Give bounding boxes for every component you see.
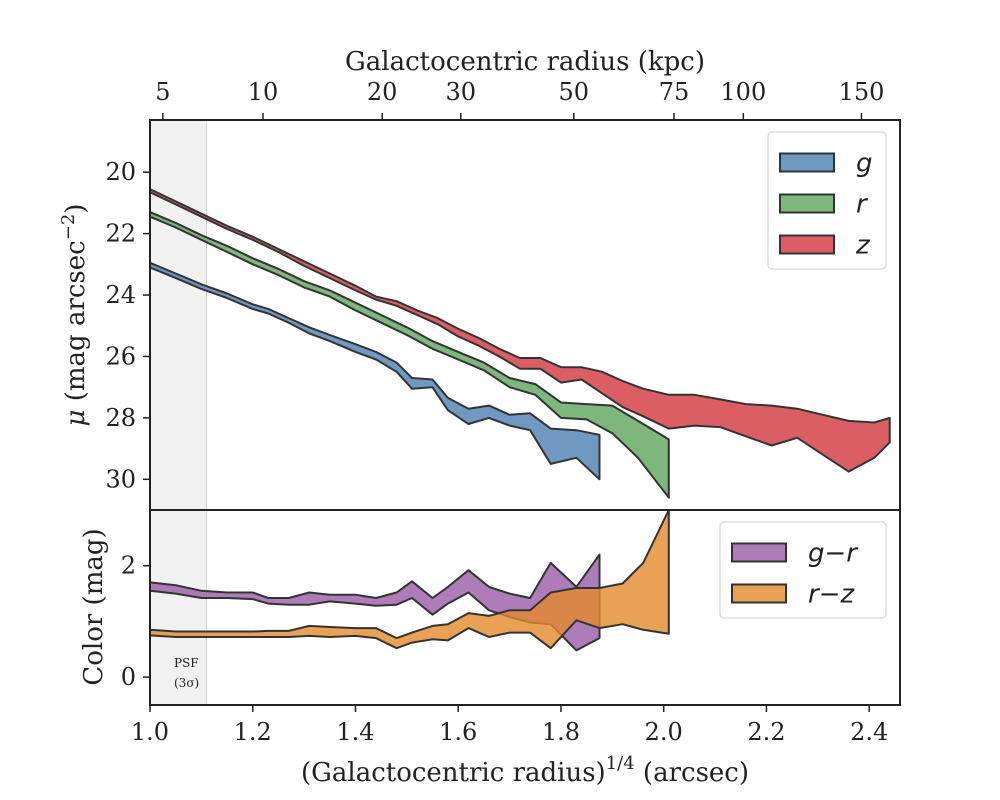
legend-label: z (855, 231, 871, 261)
y-axis-title-top: μ (mag arcsec−2) (58, 204, 91, 427)
top-axis-title: Galactocentric radius (kpc) (345, 47, 705, 77)
x-tick-label: 1.6 (439, 718, 477, 746)
top-axis-ticks: 5 10 20 30 50 75 100 150 (155, 78, 884, 120)
legend-frame (719, 521, 887, 619)
y-axis-ticks-top: 20 22 24 26 28 30 (105, 158, 150, 493)
x-axis-title: (Galactocentric radius)1/4 (arcsec) (301, 753, 749, 788)
psf-label-line2: (3σ) (174, 676, 199, 690)
legend-swatch-g (779, 152, 835, 173)
x-tick-label: 1.2 (234, 718, 272, 746)
color-bands (149, 509, 670, 652)
legend-swatch-g_minus_r (731, 542, 787, 563)
top-tick-label: 100 (720, 78, 766, 106)
y-tick-label: 0 (121, 663, 136, 691)
x-tick-label: 2.2 (747, 718, 785, 746)
top-tick-label: 50 (559, 78, 590, 106)
x-axis-ticks: 1.0 1.2 1.4 1.6 1.8 2.0 2.2 2.4 (131, 705, 888, 746)
legend-label: g (856, 149, 873, 179)
x-tick-label: 2.4 (850, 718, 888, 746)
legend-label: g−r (808, 539, 859, 569)
psf-shade-top (150, 120, 208, 510)
y-tick-label: 20 (105, 158, 136, 186)
magnitude-legend: grz (767, 131, 887, 270)
y-axis-title-bottom: Color (mag) (79, 528, 109, 685)
magnitude-bands (149, 188, 891, 499)
top-tick-label: 75 (659, 78, 690, 106)
y-tick-label: 24 (105, 281, 136, 309)
y-tick-label: 22 (105, 220, 136, 248)
legend-label: r−z (808, 580, 855, 610)
legend-swatch-z (779, 234, 835, 255)
y-tick-label: 2 (121, 552, 136, 580)
psf-region-bottom (150, 510, 207, 705)
band-g (149, 261, 601, 481)
y-axis-ticks-bottom: 02 (121, 552, 150, 691)
top-tick-label: 20 (367, 78, 398, 106)
top-tick-label: 5 (155, 78, 170, 106)
band-r_minus_z (149, 509, 670, 650)
legend-swatch-r (779, 193, 835, 214)
x-tick-label: 1.8 (542, 718, 580, 746)
x-tick-label: 1.4 (336, 718, 374, 746)
surface-brightness-panel: 20 22 24 26 28 30 5 10 20 30 50 75 100 150 grz (105, 78, 901, 511)
psf-region-top (150, 120, 207, 510)
band-z (149, 188, 891, 473)
y-tick-label: 26 (105, 342, 136, 370)
band-g_minus_r (149, 553, 601, 652)
legend-swatch-r_minus_z (731, 583, 787, 604)
x-tick-label: 1.0 (131, 718, 169, 746)
top-tick-label: 30 (446, 78, 477, 106)
legend-label: r (856, 190, 869, 220)
psf-label-line1: PSF (174, 656, 199, 670)
y-tick-label: 28 (105, 404, 136, 432)
y-tick-label: 30 (105, 465, 136, 493)
top-tick-label: 10 (248, 78, 279, 106)
color-frame (149, 509, 901, 706)
psf-shade-bottom (150, 510, 208, 705)
x-tick-label: 2.0 (645, 718, 683, 746)
band-r (149, 211, 670, 499)
top-tick-label: 150 (839, 78, 885, 106)
color-legend: g−r r−z (719, 521, 887, 619)
color-panel: 02 1.0 1.2 1.4 1.6 1.8 2.0 2.2 2.4 g−rr−z PSF (… (121, 509, 901, 746)
